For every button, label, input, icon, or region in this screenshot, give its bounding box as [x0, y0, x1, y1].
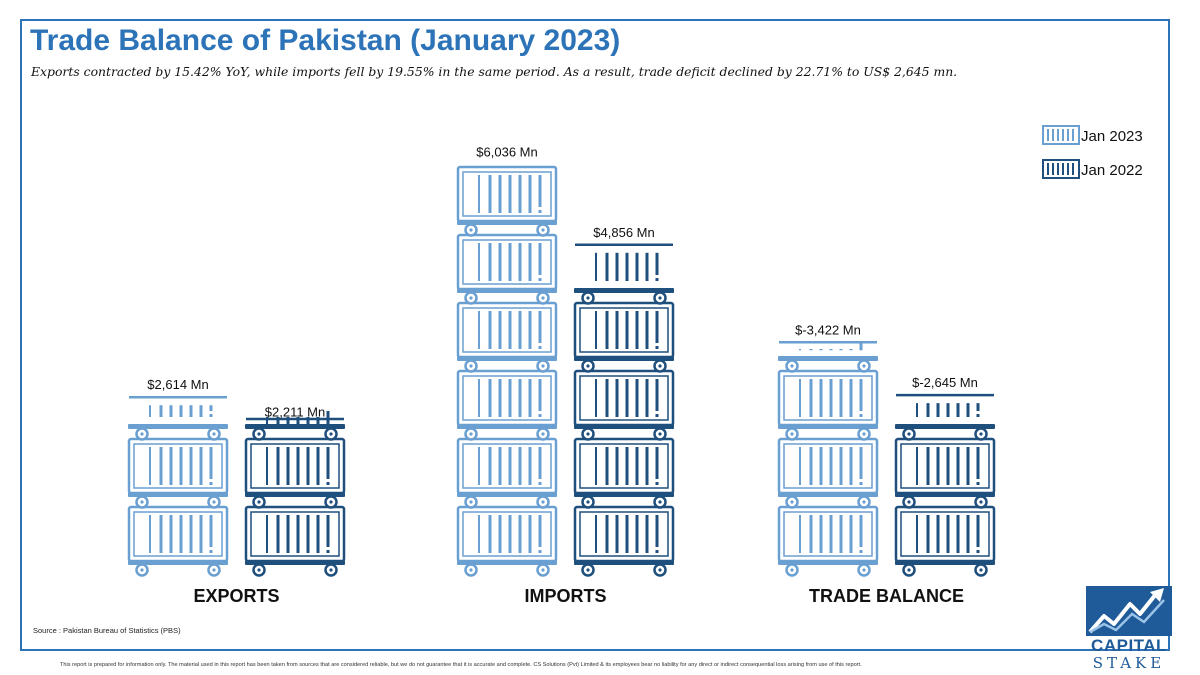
legend-label: Jan 2023: [1081, 128, 1143, 145]
bar-exports-jan-2023: [127, 395, 229, 577]
data-label: $4,856 Mn: [593, 225, 654, 240]
rising-chart-logo-icon: [1086, 586, 1172, 636]
data-label: $6,036 Mn: [476, 145, 537, 160]
disclaimer-text: This report is prepared for information …: [60, 662, 862, 668]
bar-trade-balance-jan-2023: [777, 341, 879, 577]
legend-label: Jan 2022: [1081, 162, 1143, 179]
bar-imports-jan-2023: [456, 165, 558, 577]
legend-item: Jan 2023: [1042, 125, 1143, 145]
data-label: $-2,645 Mn: [912, 375, 978, 390]
data-label: $2,211 Mn: [265, 405, 325, 420]
data-label: $2,614 Mn: [147, 377, 208, 392]
report-frame: [20, 19, 1170, 651]
data-label: $-3,422 Mn: [795, 322, 861, 337]
chart-title: Trade Balance of Pakistan (January 2023): [30, 24, 621, 57]
category-label: EXPORTS: [193, 586, 279, 606]
container-icon: [1042, 125, 1080, 145]
logo-wordmark-top: CAPITAL: [1091, 636, 1167, 655]
category-label: IMPORTS: [524, 586, 606, 606]
container-icon: [1042, 159, 1080, 179]
logo-wordmark-bottom: STAKE: [1092, 654, 1166, 672]
bar-trade-balance-jan-2022: [894, 393, 996, 577]
chart-subtitle: Exports contracted by 15.42% YoY, while …: [31, 64, 958, 79]
category-label: TRADE BALANCE: [809, 586, 964, 606]
bar-exports-jan-2022: [244, 411, 346, 577]
legend-item: Jan 2022: [1042, 159, 1143, 179]
source-note: Source : Pakistan Bureau of Statistics (…: [33, 626, 181, 635]
bar-imports-jan-2022: [573, 243, 675, 577]
